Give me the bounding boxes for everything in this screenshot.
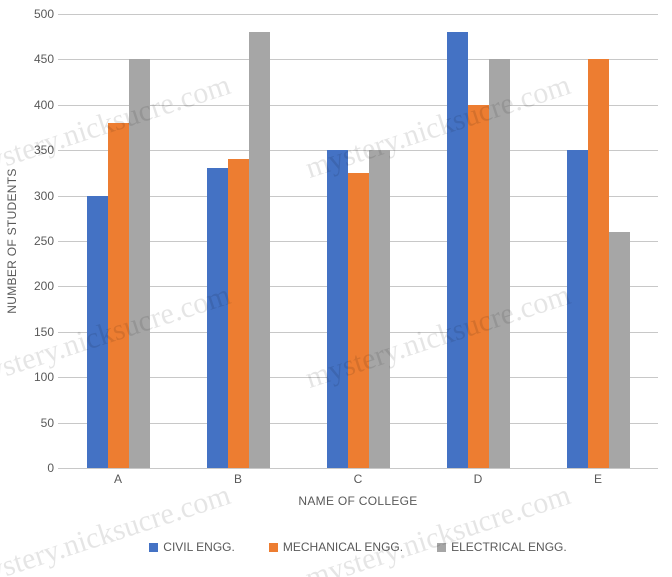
x-tick-label: E <box>538 472 658 486</box>
y-axis-label: NUMBER OF STUDENTS <box>5 168 19 313</box>
y-tick: 0 <box>47 461 54 475</box>
bar-group <box>178 14 298 468</box>
x-axis-title: NAME OF COLLEGE <box>58 494 658 508</box>
y-tick: 100 <box>34 370 54 384</box>
bar <box>207 168 228 468</box>
legend-label: CIVIL ENGG. <box>163 540 235 554</box>
x-tick-label: B <box>178 472 298 486</box>
legend: CIVIL ENGG. MECHANICAL ENGG. ELECTRICAL EN… <box>58 540 658 554</box>
x-tick-label: C <box>298 472 418 486</box>
bar <box>588 59 609 468</box>
legend-swatch <box>437 543 446 552</box>
bar-group <box>298 14 418 468</box>
y-tick: 150 <box>34 325 54 339</box>
watermark-text: mystery.nicksucre.com <box>302 478 575 577</box>
bar <box>609 232 630 468</box>
plot-area <box>58 14 658 468</box>
y-tick: 450 <box>34 52 54 66</box>
bar-group <box>58 14 178 468</box>
legend-item: ELECTRICAL ENGG. <box>437 540 567 554</box>
chart-container: 0 50 100 150 200 250 300 350 400 450 500 NUMBER OF… <box>0 0 672 577</box>
bar-group <box>418 14 538 468</box>
bar <box>447 32 468 468</box>
x-tick-label: D <box>418 472 538 486</box>
bar <box>348 173 369 468</box>
bar <box>129 59 150 468</box>
legend-swatch <box>269 543 278 552</box>
y-tick: 250 <box>34 234 54 248</box>
bar <box>567 150 588 468</box>
legend-label: MECHANICAL ENGG. <box>283 540 403 554</box>
x-tick-label: A <box>58 472 178 486</box>
bar <box>369 150 390 468</box>
watermark-text: mystery.nicksucre.com <box>0 478 235 577</box>
gridline <box>58 468 658 469</box>
y-tick: 50 <box>41 416 54 430</box>
y-tick: 350 <box>34 143 54 157</box>
legend-label: ELECTRICAL ENGG. <box>451 540 567 554</box>
bar <box>108 123 129 468</box>
bar <box>489 59 510 468</box>
bar <box>327 150 348 468</box>
legend-item: MECHANICAL ENGG. <box>269 540 403 554</box>
x-axis-labels: ABCDE <box>58 472 658 486</box>
bar <box>87 196 108 468</box>
y-tick: 300 <box>34 189 54 203</box>
legend-swatch <box>149 543 158 552</box>
legend-item: CIVIL ENGG. <box>149 540 235 554</box>
bar-groups <box>58 14 658 468</box>
bar-group <box>538 14 658 468</box>
y-tick: 200 <box>34 279 54 293</box>
bar <box>228 159 249 468</box>
bar <box>249 32 270 468</box>
y-tick: 400 <box>34 98 54 112</box>
bar <box>468 105 489 468</box>
y-tick: 500 <box>34 7 54 21</box>
